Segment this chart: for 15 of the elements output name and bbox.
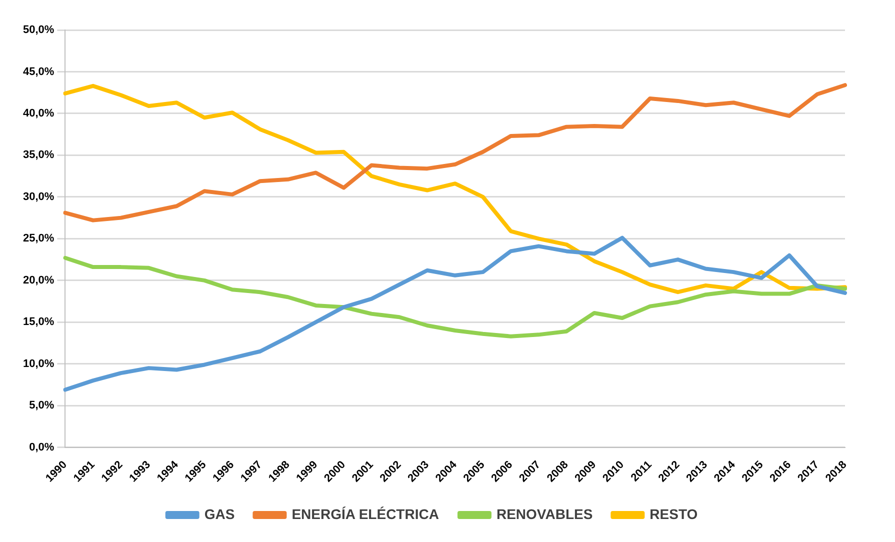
y-tick-label: 15,0% <box>22 316 54 328</box>
y-tick-label: 50,0% <box>22 24 54 36</box>
legend-label: ENERGÍA ELÉCTRICA <box>292 506 439 522</box>
y-tick-label: 45,0% <box>22 66 54 78</box>
y-tick-label: 40,0% <box>22 108 54 120</box>
y-tick-label: 20,0% <box>22 274 54 286</box>
y-tick-label: 30,0% <box>22 190 54 203</box>
y-tick-label: 25,0% <box>22 232 54 245</box>
legend-label: RENOVABLES <box>496 506 593 522</box>
y-tick-label: 35,0% <box>22 149 54 162</box>
legend-label: GAS <box>204 506 235 522</box>
y-tick-label: 5,0% <box>29 400 54 412</box>
y-tick-label: 0,0% <box>29 441 54 454</box>
legend-label: RESTO <box>650 506 698 522</box>
y-tick-label: 10,0% <box>22 358 54 370</box>
